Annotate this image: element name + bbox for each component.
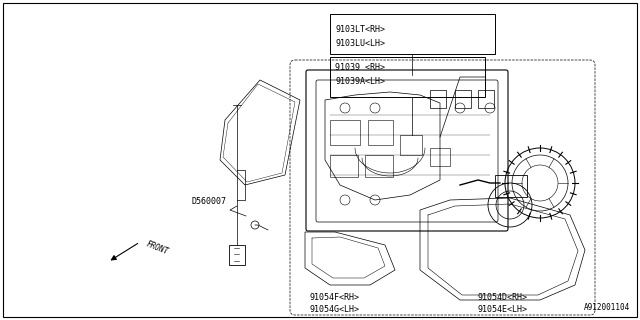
Bar bbox=[229, 245, 245, 265]
Bar bbox=[330, 14, 495, 54]
Text: D560007: D560007 bbox=[192, 197, 227, 206]
Bar bbox=[330, 57, 485, 97]
Text: 91039 <RH>: 91039 <RH> bbox=[335, 63, 385, 73]
Bar bbox=[455, 90, 471, 108]
Text: 91054G<LH>: 91054G<LH> bbox=[310, 306, 360, 315]
Text: A912001104: A912001104 bbox=[584, 303, 630, 312]
Bar bbox=[368, 120, 393, 145]
Bar bbox=[400, 135, 422, 155]
Bar bbox=[330, 120, 360, 145]
Bar bbox=[430, 90, 446, 108]
Bar bbox=[478, 90, 494, 108]
Bar bbox=[330, 155, 358, 177]
Text: 91039A<LH>: 91039A<LH> bbox=[335, 77, 385, 86]
Bar bbox=[365, 155, 393, 177]
Text: FRONT: FRONT bbox=[145, 239, 170, 257]
Text: 91054F<RH>: 91054F<RH> bbox=[310, 293, 360, 302]
Text: 9103LU<LH>: 9103LU<LH> bbox=[335, 39, 385, 49]
Bar bbox=[495, 175, 527, 197]
Text: 9103LT<RH>: 9103LT<RH> bbox=[335, 26, 385, 35]
Bar bbox=[430, 148, 450, 166]
Text: 91054E<LH>: 91054E<LH> bbox=[478, 306, 528, 315]
Text: 91054D<RH>: 91054D<RH> bbox=[478, 293, 528, 302]
